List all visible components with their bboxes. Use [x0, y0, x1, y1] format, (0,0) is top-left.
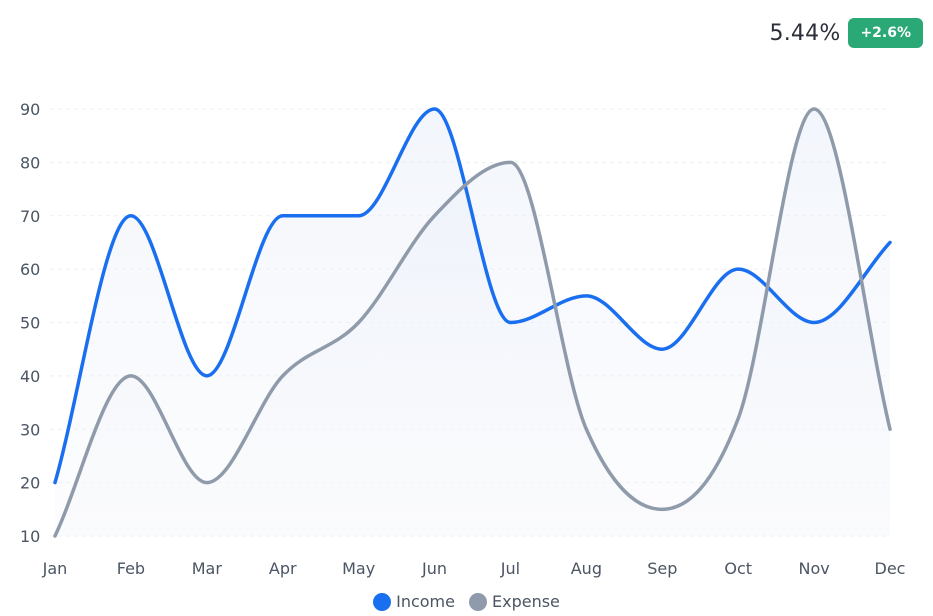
- legend-label-income: Income: [396, 592, 455, 611]
- x-tick-label: Jul: [500, 559, 520, 578]
- legend-dot-income: [373, 592, 392, 611]
- stat-summary: 5.44% +2.6%: [770, 18, 923, 48]
- series-lines: [53, 107, 892, 538]
- y-tick-label: 80: [20, 153, 40, 172]
- legend: Income Expense: [0, 592, 933, 611]
- y-tick-label: 10: [20, 527, 40, 546]
- stat-change-badge: +2.6%: [848, 18, 923, 48]
- x-tick-label: Oct: [724, 559, 752, 578]
- y-tick-label: 90: [20, 100, 40, 119]
- legend-dot-expense: [468, 592, 487, 611]
- x-tick-label: May: [342, 559, 375, 578]
- x-tick-label: Nov: [798, 559, 829, 578]
- x-tick-label: Mar: [192, 559, 223, 578]
- y-tick-label: 70: [20, 207, 40, 226]
- x-tick-label: Dec: [875, 559, 906, 578]
- line-income: [53, 107, 892, 485]
- legend-item-expense[interactable]: Expense: [468, 592, 560, 611]
- x-tick-label: Jun: [421, 559, 447, 578]
- stat-value: 5.44%: [769, 20, 841, 46]
- x-tick-label: Feb: [117, 559, 145, 578]
- line-expense: [53, 107, 892, 538]
- x-tick-label: Jan: [42, 559, 68, 578]
- line-chart: 10 20 30 40 50 60 70 80 90 Jan Feb Mar Apr May Jun Jul…: [20, 100, 906, 578]
- x-tick-label: Apr: [269, 559, 297, 578]
- x-tick-label: Aug: [571, 559, 602, 578]
- legend-label-expense: Expense: [491, 592, 560, 611]
- x-tick-label: Sep: [647, 559, 677, 578]
- series-areas: [55, 109, 890, 536]
- area-expense: [55, 109, 890, 536]
- x-axis: Jan Feb Mar Apr May Jun Jul Aug Sep Oct Nov Dec: [42, 559, 906, 578]
- y-tick-label: 20: [20, 474, 40, 493]
- y-tick-label: 60: [20, 260, 40, 279]
- y-axis: 10 20 30 40 50 60 70 80 90: [20, 100, 40, 546]
- y-tick-label: 50: [20, 314, 40, 333]
- y-tick-label: 30: [20, 420, 40, 439]
- legend-item-income[interactable]: Income: [373, 592, 455, 611]
- y-tick-label: 40: [20, 367, 40, 386]
